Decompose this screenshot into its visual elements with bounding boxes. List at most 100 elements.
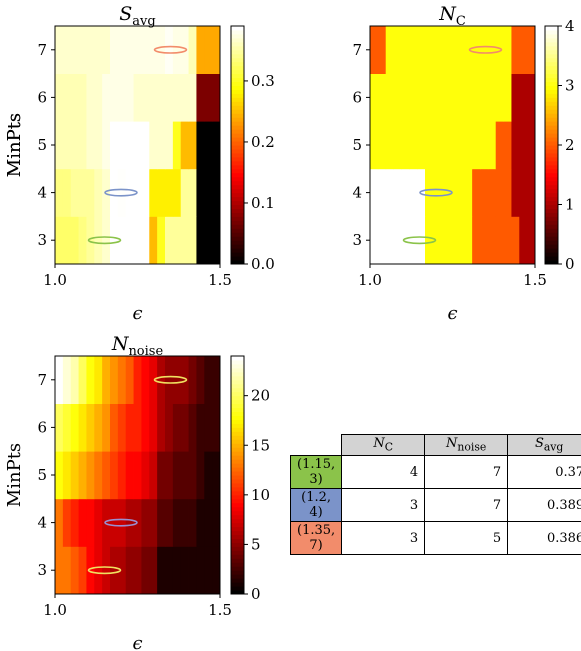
colorbar-segment (545, 125, 558, 130)
highlight-marker (153, 45, 188, 54)
heatmap-cell (511, 26, 520, 74)
y-tick-label: 4 (37, 514, 47, 532)
colorbar-segment (231, 252, 244, 257)
colorbar-segment (231, 204, 244, 209)
heatmap-cell (180, 121, 189, 170)
heatmap-cell (393, 26, 402, 74)
heatmap-cell (78, 26, 87, 74)
y-tick-label: 6 (37, 88, 47, 106)
chart-title-sub: noise (128, 344, 163, 359)
heatmap-cell (432, 73, 442, 122)
heatmap-cell (78, 356, 87, 404)
y-tick-label: 4 (37, 184, 47, 202)
colorbar-segment (231, 228, 244, 233)
heatmap-cell (487, 26, 497, 74)
heatmap-cell (55, 26, 64, 74)
heatmap-cell (487, 121, 497, 170)
heatmap-cell (110, 121, 119, 170)
colorbar-segment (545, 33, 558, 39)
heatmap-cell (503, 26, 512, 74)
heatmap-cell (196, 216, 205, 265)
heatmap-panel-2: 1.0 1.5 3 4 5 6 7 ϵ MinPts Nnoise 0 5 10 15 20 (4, 333, 270, 651)
heatmap-cell (440, 216, 449, 265)
colorbar-segment (231, 459, 244, 464)
colorbar-segment (545, 37, 558, 43)
heatmap-cell (117, 168, 127, 217)
heatmap-cell (212, 451, 221, 500)
heatmap-cell (157, 216, 166, 265)
heatmap-cell (377, 216, 387, 265)
heatmap-cell (417, 168, 426, 217)
heatmap-cell (385, 121, 394, 170)
table-row: (1.2, 4) 3 7 0.389 (289, 488, 581, 522)
heatmap-cell (204, 498, 213, 547)
colorbar-segment (545, 137, 558, 142)
colorbar-segment (545, 236, 558, 241)
heatmap-cell (70, 451, 79, 500)
heatmap-cell (157, 73, 166, 122)
heatmap-cell (425, 168, 434, 217)
heatmap-cell (385, 73, 394, 122)
heatmap-cell (409, 168, 418, 217)
heatmap-panel-1: 1.0 1.5 3 4 5 6 7 ϵ MinPts NC 0 1 2 3 4 (4, 3, 575, 324)
heatmap-cell (196, 73, 205, 122)
heatmap-cell (94, 356, 103, 404)
heatmap-cell (86, 356, 95, 404)
chart-title-main: N (111, 333, 130, 355)
heatmap-cell (440, 26, 449, 74)
colorbar-segment (545, 117, 558, 122)
heatmap-cell (204, 216, 213, 265)
heatmap-cell (495, 216, 504, 265)
heatmap-cell (78, 73, 87, 122)
colorbar-segment (231, 232, 244, 237)
heatmap-cell (511, 216, 520, 265)
heatmap-cell (133, 121, 142, 170)
heatmap-cell (78, 403, 87, 452)
heatmap-cell (133, 451, 142, 500)
heatmap-cell (55, 498, 64, 547)
colorbar-segment (545, 148, 558, 154)
heatmap-cell (141, 168, 150, 217)
table-row: (1.35, 7) 3 5 0.386 (289, 521, 581, 555)
heatmap-cell (456, 216, 465, 265)
colorbar-segment (231, 415, 244, 420)
heatmap-cell (480, 216, 489, 265)
heatmap-cell (464, 216, 473, 265)
colorbar-segment (231, 176, 244, 182)
table-cell: 7 (424, 455, 509, 489)
colorbar-segment (231, 403, 244, 409)
heatmap-cell (401, 26, 410, 74)
heatmap-cell (448, 26, 457, 74)
heatmap-cell (94, 73, 103, 122)
colorbar-segment (545, 184, 558, 190)
heatmap-cell (141, 73, 150, 122)
colorbar-segment (231, 546, 244, 551)
heatmap-cell (70, 26, 79, 74)
colorbar-segment (231, 510, 244, 516)
heatmap-cell (149, 73, 158, 122)
colorbar-segment (231, 256, 244, 261)
x-tick-label: 1.5 (208, 271, 232, 289)
colorbar-segment (231, 125, 244, 130)
heatmap-cell (487, 216, 497, 265)
colorbar-segment (231, 141, 244, 146)
highlight-marker (87, 566, 122, 575)
colorbar-tick-label: 10 (251, 486, 270, 504)
table-cell: 3 (341, 488, 426, 522)
heatmap-cell (188, 168, 197, 217)
heatmap-cell (172, 403, 182, 452)
heatmap-cell (503, 73, 512, 122)
heatmap-cell (165, 546, 174, 595)
heatmap-cell (86, 121, 95, 170)
heatmap-cell (464, 121, 473, 170)
heatmap-cell (417, 121, 426, 170)
heatmap-cell (212, 121, 221, 170)
x-axis-label: ϵ (447, 303, 457, 324)
x-tick-label: 1.0 (358, 271, 382, 289)
heatmap-cell (417, 216, 426, 265)
y-tick-label: 6 (352, 88, 362, 106)
heatmap-cell (448, 216, 457, 265)
colorbar-segment (545, 113, 558, 118)
colorbar-segment (231, 387, 244, 393)
colorbar-segment (545, 145, 558, 150)
